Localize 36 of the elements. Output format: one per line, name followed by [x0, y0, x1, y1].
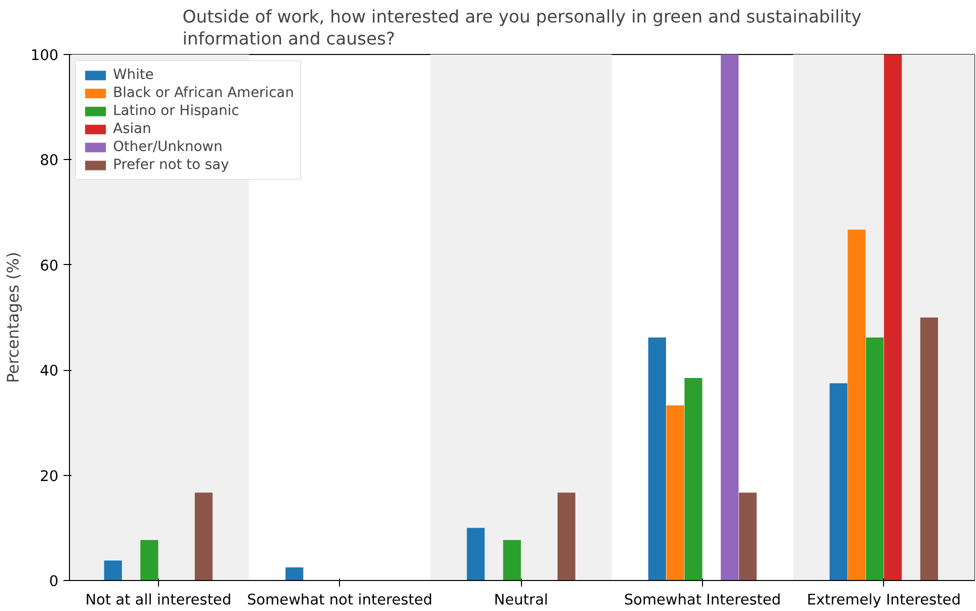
bar [194, 492, 213, 580]
bar [866, 337, 884, 580]
y-tick-label: 80 [40, 152, 59, 170]
y-tick-label: 100 [30, 47, 59, 64]
bar [648, 337, 666, 580]
x-tick-label: Neutral [494, 592, 548, 608]
x-tick-label: Not at all interested [85, 592, 232, 608]
bar [884, 54, 902, 580]
legend-label: Other/Unknown [113, 139, 222, 155]
legend-label: Latino or Hispanic [113, 103, 240, 119]
bar [104, 560, 122, 580]
bar [140, 540, 158, 580]
y-tick-label: 40 [40, 362, 59, 380]
y-tick-label: 60 [40, 257, 59, 274]
bar [286, 567, 304, 580]
bar [720, 54, 739, 580]
bar [684, 378, 702, 580]
legend-label: Black or African American [113, 85, 294, 101]
bar [666, 405, 684, 580]
bar [503, 540, 521, 580]
bar [466, 528, 485, 580]
legend-label: Prefer not to say [113, 157, 230, 173]
bar [920, 318, 938, 580]
y-tick-label: 0 [49, 573, 59, 590]
chart-title: Outside of work, how interested are you personally in green and sustainability information and causes? [182, 8, 862, 50]
bar [848, 230, 866, 580]
y-tick-label: 20 [40, 468, 59, 485]
bar [830, 383, 848, 580]
legend-label: White [113, 67, 154, 83]
legend-label: Asian [113, 121, 152, 137]
bar [738, 492, 757, 580]
x-tick-label: Somewhat Interested [624, 592, 781, 608]
y-axis-title: Percentages (%) [4, 252, 23, 384]
x-tick-label: Extremely Interested [806, 592, 961, 608]
bar [558, 492, 576, 580]
x-tick-label: Somewhat not interested [247, 592, 432, 608]
